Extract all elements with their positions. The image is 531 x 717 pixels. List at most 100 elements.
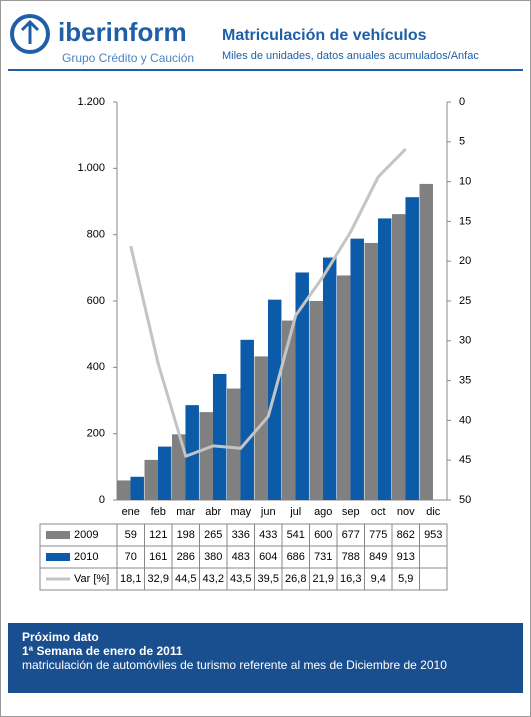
brand: iberinform [58,17,187,47]
x-tick-label: mar [176,506,195,518]
y2-tick-label: 20 [459,255,471,267]
data-label: 70 [125,551,137,563]
bar [295,272,309,500]
bar [322,257,337,500]
data-label: 5,9 [398,573,413,585]
bar [267,299,282,500]
y-tick-label: 1.000 [77,162,105,174]
data-label: 953 [424,529,442,541]
data-label: 286 [177,551,195,563]
footer-line: Próximo dato [22,630,99,644]
data-label: 483 [232,551,250,563]
bar [130,476,144,500]
data-label: 541 [287,529,305,541]
x-tick-label: jul [289,506,301,518]
y2-tick-label: 15 [459,215,471,227]
data-label: 265 [204,529,222,541]
data-label: 9,4 [371,573,386,585]
footer-line: 1ª Semana de enero de 2011 [22,644,183,658]
bar [254,356,268,500]
data-label: 161 [149,551,167,563]
footer-box [8,623,523,693]
chart-subtitle: Miles de unidades, datos anuales acumula… [222,50,479,62]
legend-swatch [46,553,70,561]
data-label: 21,9 [313,573,334,585]
y-tick-label: 400 [87,361,105,373]
bar [212,373,227,500]
data-label: 862 [397,529,415,541]
legend-label: 2009 [74,529,98,541]
data-label: 121 [149,529,167,541]
data-label: 788 [342,551,360,563]
data-label: 44,5 [175,573,196,585]
x-tick-label: may [230,506,251,518]
bar [392,214,406,500]
x-tick-label: jun [260,506,276,518]
y-tick-label: 0 [99,494,105,506]
legend-swatch [46,531,70,539]
y-tick-label: 1.200 [77,96,105,108]
data-label: 39,5 [258,573,279,585]
data-label: 32,9 [148,573,169,585]
logo-icon [10,14,50,54]
var-line [129,147,407,458]
y2-tick-label: 0 [459,96,465,108]
bar [337,275,351,500]
data-label: 775 [369,529,387,541]
x-tick-label: abr [205,506,221,518]
data-label: 686 [287,551,305,563]
y-tick-label: 800 [87,229,105,241]
x-tick-label: oct [371,506,386,518]
bar [199,412,213,500]
bar [350,238,364,500]
bar [227,388,241,500]
y2-tick-label: 35 [459,375,471,387]
x-tick-label: nov [397,506,415,518]
y2-tick-label: 50 [459,494,471,506]
bar [144,459,158,500]
data-label: 604 [259,551,277,563]
y-tick-label: 200 [87,428,105,440]
legend-label: 2010 [74,551,98,563]
bar [364,242,378,501]
bar [157,446,172,500]
data-label: 198 [177,529,195,541]
bar [172,434,186,500]
bar [240,339,254,500]
y2-tick-label: 45 [459,454,471,466]
data-label: 59 [125,529,137,541]
tagline: Grupo Crédito y Caución [62,51,194,65]
data-label: 849 [369,551,387,563]
x-tick-label: ago [314,506,332,518]
x-tick-label: sep [342,506,360,518]
bar [405,197,419,500]
y2-tick-label: 30 [459,335,471,347]
y2-tick-label: 5 [459,136,465,148]
y-tick-label: 600 [87,295,105,307]
x-tick-label: ene [122,506,140,518]
y2-tick-label: 40 [459,414,471,426]
y2-tick-label: 10 [459,176,471,188]
x-tick-label: feb [151,506,166,518]
bar [419,183,433,500]
data-label: 336 [232,529,250,541]
data-label: 677 [342,529,360,541]
data-label: 380 [204,551,222,563]
bar [309,301,323,500]
data-label: 43,2 [203,573,224,585]
bar [282,320,296,500]
x-tick-label: dic [426,506,441,518]
data-label: 433 [259,529,277,541]
data-label: 18,1 [120,573,141,585]
footer-line: matriculación de automóviles de turismo … [22,658,447,672]
chart-title: Matriculación de vehículos [222,27,427,44]
data-label: 26,8 [285,573,306,585]
bar [117,480,131,500]
data-label: 16,3 [340,573,361,585]
y2-tick-label: 25 [459,295,471,307]
legend-label: Var [%] [74,573,109,585]
data-label: 731 [314,551,332,563]
data-label: 913 [397,551,415,563]
bar [377,218,392,501]
